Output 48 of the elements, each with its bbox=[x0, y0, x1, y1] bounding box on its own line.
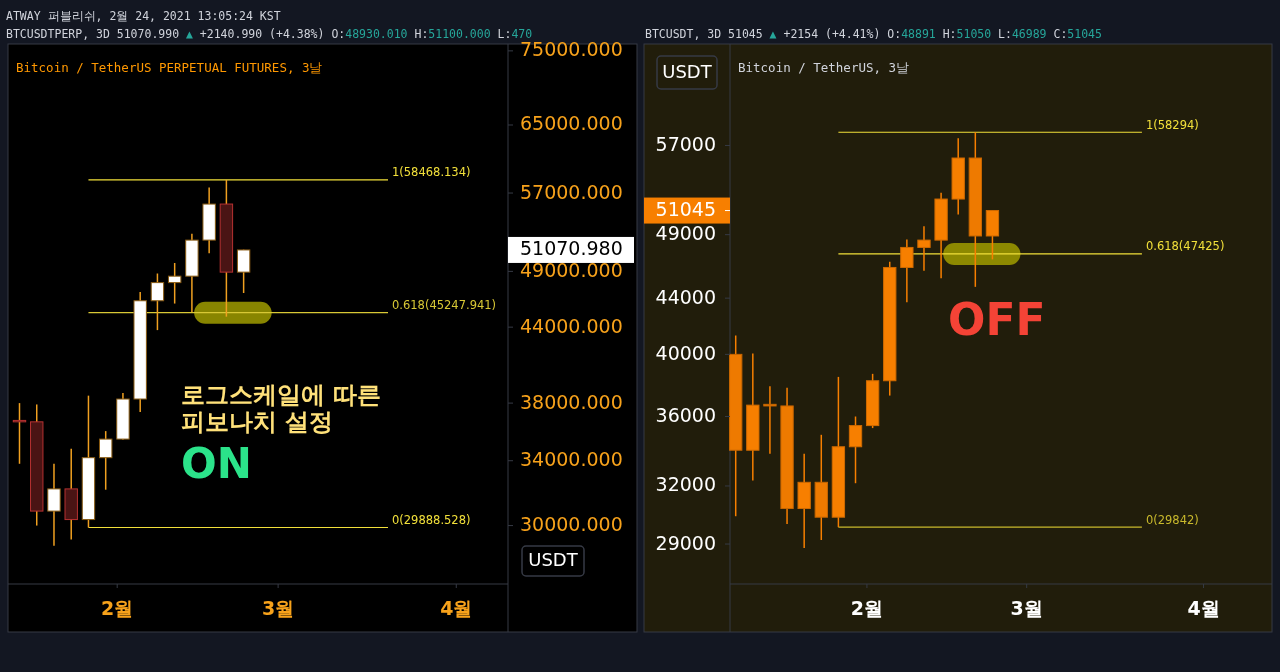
candlestick bbox=[917, 225, 931, 272]
x-tick-label: 3월 bbox=[1010, 597, 1043, 619]
ref-line-label: 0.618(47425) bbox=[1145, 239, 1225, 254]
x-tick-label: 2월 bbox=[850, 597, 884, 619]
text: Bitcoin / TetherUS PERPETUAL FUTURES, 3날 bbox=[16, 60, 323, 75]
x-tick-label: 3월 bbox=[262, 597, 295, 619]
y-tick-label: 75000.000 bbox=[520, 38, 623, 61]
x-tick-label: 4월 bbox=[440, 597, 473, 619]
y-tick-label: 51070.980 bbox=[520, 237, 623, 260]
y-tick-label: 34000.000 bbox=[520, 448, 623, 471]
candlestick bbox=[150, 272, 165, 331]
candlestick bbox=[900, 238, 914, 303]
candlestick bbox=[763, 385, 777, 455]
y-axis-title: USDT bbox=[662, 60, 713, 82]
text: ATWAY 퍼블리쉬, 2월 24, 2021 13:05:24 KST bbox=[6, 9, 281, 23]
y-tick-label: 38000.000 bbox=[520, 390, 623, 413]
x-tick-label: 4월 bbox=[1187, 597, 1220, 619]
candlestick bbox=[167, 262, 182, 305]
ref-line-label: 1(58468.134) bbox=[392, 165, 471, 180]
y-axis-title: USDT bbox=[528, 549, 579, 570]
annotation: ON bbox=[181, 439, 252, 488]
y-tick-label: 49000.000 bbox=[520, 258, 623, 281]
y-tick-label: 32000 bbox=[655, 473, 716, 496]
candlestick bbox=[236, 248, 251, 294]
y-tick-label: 44000 bbox=[655, 285, 716, 308]
candlestick bbox=[848, 415, 863, 484]
text: BTCUSDT, 3D 51045 ▲ +2154 (+4.41%) O:48891 H:51050 L:46989 C:51045 bbox=[645, 27, 1102, 41]
y-tick-label: 30000.000 bbox=[520, 513, 623, 536]
x-tick-label: 2월 bbox=[101, 597, 134, 619]
candlestick bbox=[98, 430, 113, 491]
ref-line-label: 0(29842) bbox=[1145, 512, 1199, 527]
y-tick-label: 29000 bbox=[655, 531, 716, 554]
y-tick-label: 65000.000 bbox=[520, 112, 623, 135]
annotation: 로그스케일에 따른 피보나치 설정 bbox=[181, 381, 382, 436]
y-tick-label: 51045 bbox=[655, 198, 716, 221]
y-tick-label: 44000.000 bbox=[520, 314, 623, 337]
ref-line-label: 1(58294) bbox=[1145, 117, 1199, 132]
ref-line-label: 0(29888.528) bbox=[392, 512, 471, 527]
text: Bitcoin / TetherUS, 3날 bbox=[738, 60, 910, 75]
candlestick bbox=[47, 463, 61, 547]
y-tick-label: 49000 bbox=[655, 222, 716, 245]
text: BTCUSDTPERP, 3D 51070.990 ▲ +2140.990 (+4.38%) O:48930.010 H:51100.000 L:470 bbox=[6, 27, 533, 41]
y-tick-label: 36000 bbox=[655, 404, 716, 426]
ref-line-label: 0.618(45247.941) bbox=[392, 298, 497, 313]
annotation: OFF bbox=[948, 294, 1046, 345]
y-tick-label: 40000 bbox=[655, 341, 716, 364]
y-tick-label: 57000.000 bbox=[520, 180, 623, 203]
y-tick-label: 57000 bbox=[655, 132, 716, 155]
